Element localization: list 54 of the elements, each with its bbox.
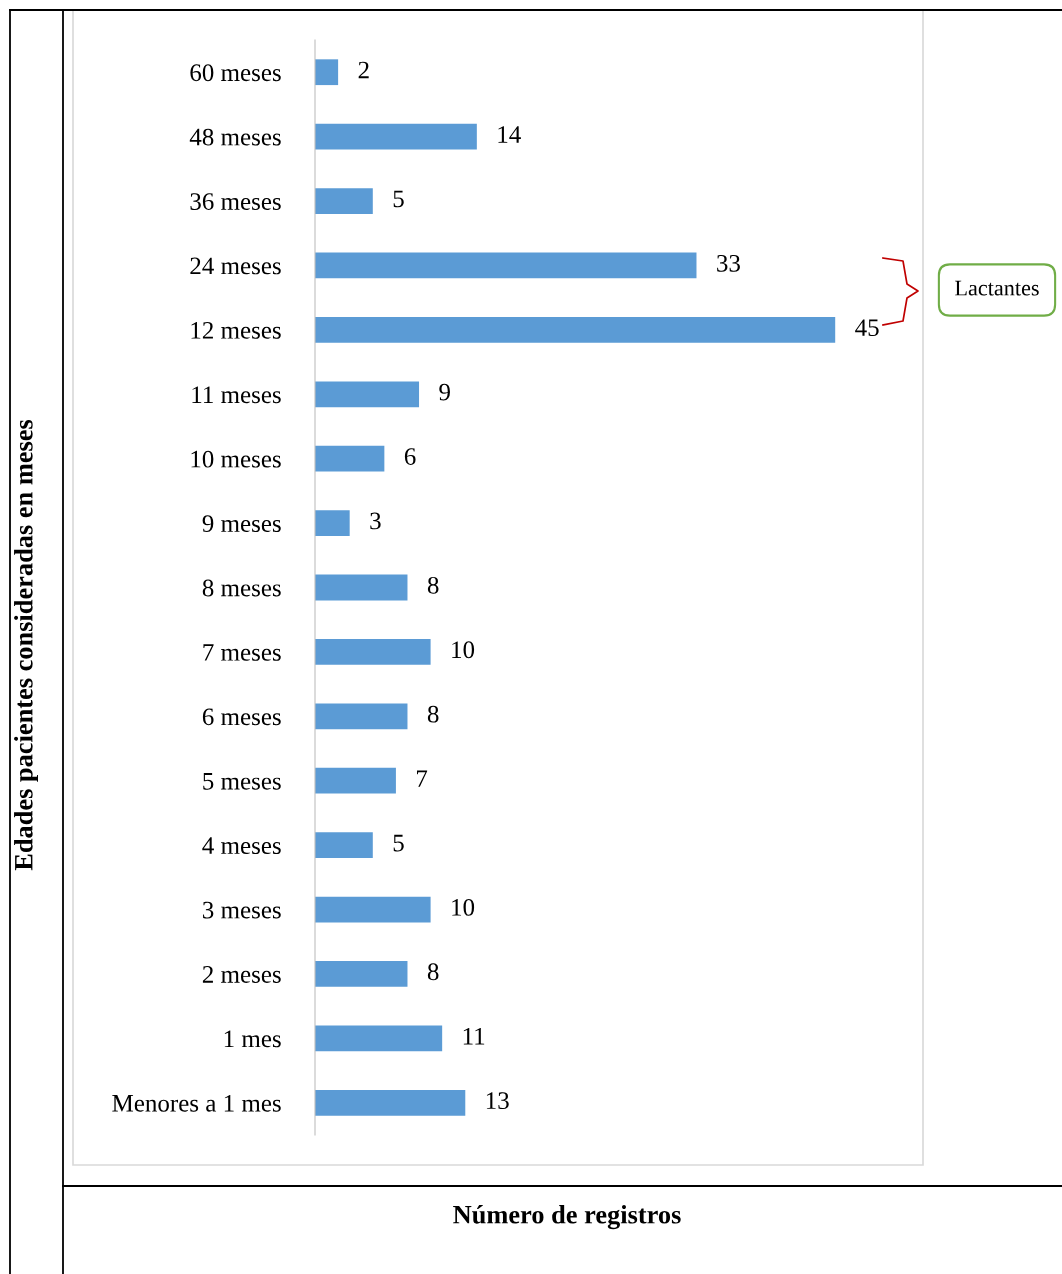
bar bbox=[315, 961, 408, 987]
y-tick-label: 6 meses bbox=[202, 708, 281, 726]
y-tick-label: 1 mes bbox=[224, 1030, 281, 1048]
data-label: 9 bbox=[439, 383, 450, 401]
y-tick-label: 10 meses bbox=[191, 450, 281, 468]
bar bbox=[315, 188, 373, 214]
bar bbox=[315, 381, 420, 408]
data-label: 11 bbox=[463, 1027, 485, 1045]
bar bbox=[315, 703, 408, 730]
bar bbox=[315, 445, 385, 472]
y-axis-title: Edades pacientes consideradas en meses bbox=[14, 419, 38, 871]
y-tick-label: Menores a 1 mes bbox=[112, 1094, 281, 1112]
data-label: 5 bbox=[393, 190, 404, 208]
bar bbox=[315, 574, 408, 601]
y-tick-label: 60 meses bbox=[190, 64, 281, 82]
data-label: 2 bbox=[358, 61, 369, 79]
data-label: 33 bbox=[717, 254, 740, 272]
bar bbox=[315, 896, 431, 923]
data-label: 8 bbox=[427, 705, 439, 723]
bar bbox=[315, 1089, 466, 1116]
bar bbox=[315, 639, 431, 665]
x-axis-title: Número de registros bbox=[453, 1205, 681, 1230]
data-label: 10 bbox=[452, 898, 475, 916]
y-tick-label: 36 meses bbox=[190, 193, 281, 210]
bar bbox=[315, 510, 350, 536]
bar bbox=[315, 767, 396, 794]
data-label: 3 bbox=[370, 512, 381, 530]
y-tick-label: 2 meses bbox=[202, 966, 281, 983]
y-tick-label: 24 meses bbox=[190, 257, 281, 275]
data-label: 10 bbox=[452, 641, 475, 659]
y-tick-label: 4 meses bbox=[202, 837, 281, 855]
data-label: 14 bbox=[498, 126, 521, 143]
bar bbox=[315, 832, 373, 859]
y-tick-label: 3 meses bbox=[203, 901, 281, 919]
data-label: 5 bbox=[393, 834, 404, 852]
bar bbox=[315, 123, 477, 150]
y-tick-label: 7 meses bbox=[203, 644, 281, 661]
bar bbox=[315, 252, 697, 279]
data-label: 8 bbox=[427, 963, 439, 981]
y-tick-label: 48 meses bbox=[189, 128, 281, 146]
y-tick-label: 12 meses bbox=[191, 321, 281, 339]
text: Lactantes bbox=[955, 280, 1039, 296]
y-tick-label: 8 meses bbox=[202, 579, 281, 597]
bar bbox=[315, 1025, 443, 1052]
data-label: 8 bbox=[427, 576, 439, 594]
bar bbox=[315, 59, 339, 86]
y-tick-label: 9 meses bbox=[202, 515, 281, 533]
y-tick-label: 5 meses bbox=[203, 773, 281, 790]
y-tick-label: 11 meses bbox=[192, 386, 281, 404]
data-label: 13 bbox=[486, 1092, 509, 1110]
data-label: 6 bbox=[404, 448, 416, 465]
bar bbox=[315, 316, 836, 343]
data-label: 7 bbox=[417, 770, 428, 787]
data-label: 45 bbox=[855, 319, 879, 337]
